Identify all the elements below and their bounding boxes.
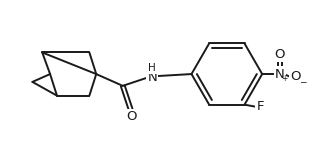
Text: O: O [290, 71, 301, 83]
Text: O: O [126, 110, 137, 123]
Text: +: + [282, 75, 288, 83]
Text: N: N [275, 68, 285, 81]
Text: −: − [299, 77, 306, 86]
Text: F: F [256, 100, 264, 113]
Text: O: O [275, 48, 285, 61]
Text: H: H [148, 63, 156, 73]
Text: N: N [147, 71, 157, 85]
